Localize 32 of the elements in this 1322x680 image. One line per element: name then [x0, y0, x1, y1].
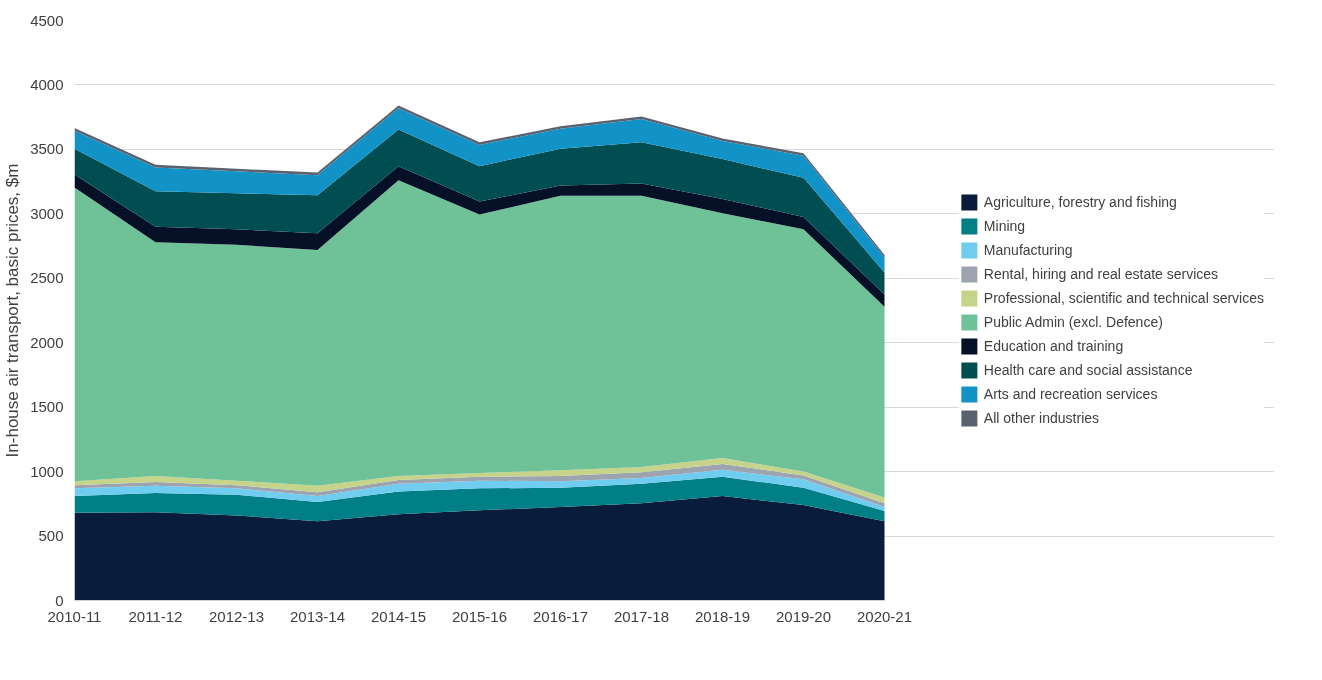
y-tick-label: 2500 — [30, 269, 64, 287]
legend-label: Agriculture, forestry and fishing — [983, 194, 1177, 210]
x-tick-label: 2012-13 — [208, 607, 265, 625]
x-tick-label: 2014-15 — [370, 607, 427, 625]
y-axis-title: In-house air transport, basic prices, $m — [3, 163, 23, 458]
x-tick-label: 2020-21 — [856, 607, 913, 625]
legend-label: Rental, hiring and real estate services — [983, 266, 1219, 282]
legend-label: Mining — [983, 218, 1026, 234]
y-tick-label: 500 — [38, 527, 64, 545]
x-tick-label: 2010-11 — [47, 607, 102, 625]
y-tick-label: 4500 — [30, 11, 64, 29]
x-tick-label: 2016-17 — [532, 607, 589, 625]
y-tick-label: 1500 — [30, 398, 64, 416]
x-tick-label: 2015-16 — [451, 607, 508, 625]
x-tick-label: 2017-18 — [613, 607, 670, 625]
legend-label: All other industries — [983, 410, 1100, 426]
x-tick-label: 2013-14 — [289, 607, 346, 625]
y-tick-label: 3500 — [30, 140, 64, 158]
y-tick-label: 4000 — [30, 75, 64, 93]
legend-label: Health care and social assistance — [983, 362, 1193, 378]
y-tick-label: 0 — [55, 591, 64, 609]
y-tick-label: 1000 — [30, 462, 64, 480]
legend-label: Professional, scientific and technical services — [983, 290, 1264, 306]
x-tick-label: 2018-19 — [694, 607, 751, 625]
y-tick-label: 2000 — [30, 333, 64, 351]
legend-label: Education and training — [983, 338, 1124, 354]
x-tick-label: 2019-20 — [775, 607, 832, 625]
legend-label: Public Admin (excl. Defence) — [983, 314, 1163, 330]
legend-label: Manufacturing — [983, 242, 1073, 258]
y-tick-label: 3000 — [30, 204, 64, 222]
legend-label: Arts and recreation services — [983, 386, 1158, 402]
x-tick-label: 2011-12 — [128, 607, 183, 625]
